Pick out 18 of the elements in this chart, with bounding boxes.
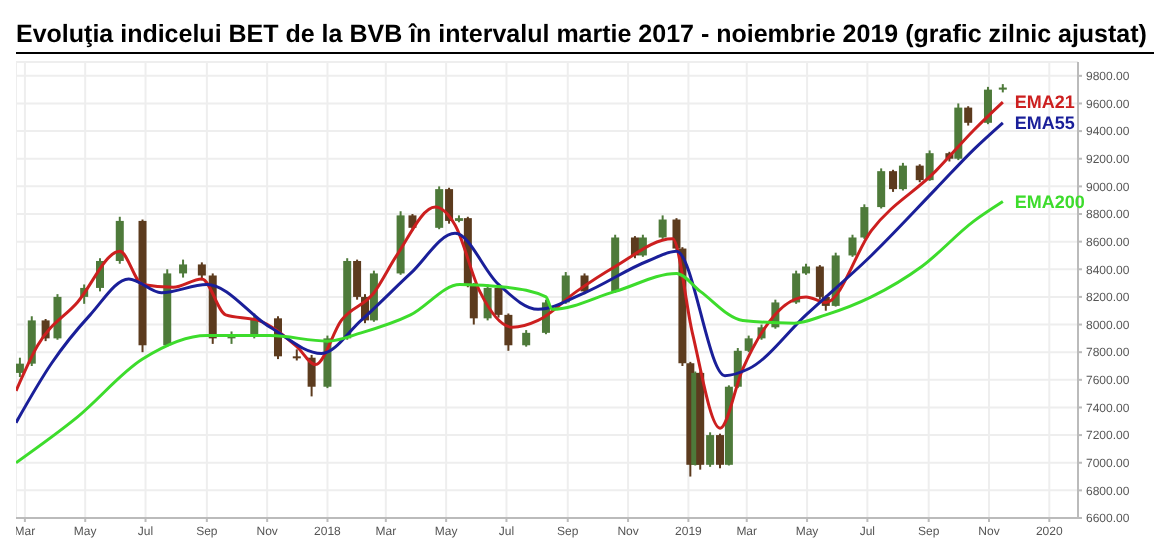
candlestick [860,203,869,240]
series-label: EMA200 [1014,191,1085,212]
chart-title: Evoluţia indicelui BET de la BVB în intervalul martie 2017 - noiembrie 2019 (grafic zilnic ajustat) [16,16,1154,54]
candlestick [115,215,124,265]
candlestick [848,233,857,258]
line-series [16,200,1005,465]
candlestick [815,264,824,301]
candlestick [716,432,724,470]
candlestick [877,167,886,210]
candlestick [16,356,24,379]
series-label: EMA55 [1014,112,1075,133]
candlestick [889,168,898,193]
candlestick [706,431,715,468]
candlestick [494,286,503,319]
candlestick [898,161,907,192]
candlestick [658,214,667,240]
series-label: EMA21 [1014,92,1075,113]
candlestick [964,105,973,127]
